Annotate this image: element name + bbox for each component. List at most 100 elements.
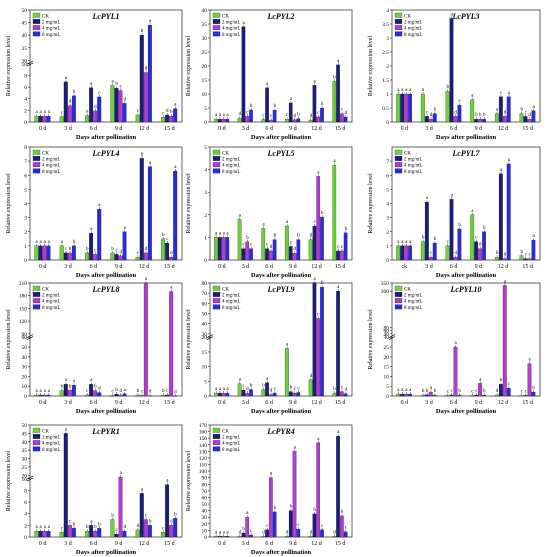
significance-letter: b [149, 519, 152, 524]
bar [457, 228, 462, 261]
y-tick-label: 8 [24, 488, 27, 494]
bar [296, 528, 301, 538]
y-tick-label: 30 [22, 457, 28, 463]
legend-swatch [212, 440, 221, 446]
bar [272, 392, 277, 397]
bar [122, 393, 127, 397]
significance-letter: c [317, 313, 320, 318]
significance-letter: a [479, 377, 482, 382]
bar [296, 392, 301, 397]
legend-swatch [394, 298, 403, 304]
bar [265, 248, 269, 261]
legend-swatch [32, 440, 41, 446]
significance-letter: b [94, 385, 97, 390]
significance-letter: a [262, 222, 265, 227]
bar [143, 282, 148, 397]
x-tick-label: 12 d [498, 264, 509, 270]
y-tick-label: 70 [202, 489, 208, 495]
significance-letter: b [250, 384, 253, 389]
bar [269, 394, 273, 397]
bar [122, 531, 127, 538]
significance-letter: d [454, 251, 457, 256]
legend-label: 2 mg/mL [42, 436, 60, 441]
bar [519, 255, 524, 261]
bar [396, 245, 401, 261]
bar [312, 85, 317, 123]
significance-letter: b [69, 247, 72, 252]
bar [165, 484, 170, 538]
x-tick-label: 15 d [164, 264, 175, 270]
y-tick-label: 5 [204, 379, 207, 385]
bar [225, 237, 230, 261]
bar [122, 231, 127, 261]
significance-letter: a [48, 525, 51, 530]
bar [506, 388, 511, 397]
significance-letter: b [500, 378, 503, 383]
significance-letter: d [149, 390, 152, 395]
axis-break-mark [206, 334, 214, 338]
significance-letter: c [98, 91, 101, 96]
y-tick-label: 2.5 [382, 50, 389, 56]
significance-letter: b [345, 227, 348, 232]
bar [404, 93, 409, 123]
y-tick-label: 0 [24, 535, 27, 541]
legend-swatch [32, 446, 41, 452]
bar [46, 531, 51, 538]
significance-letter: a [471, 94, 474, 99]
significance-letter: d [270, 389, 273, 394]
bar [249, 248, 253, 261]
significance-letter: c [266, 524, 269, 529]
legend-swatch [212, 162, 221, 168]
x-tick-label: 0 d [401, 400, 409, 406]
bar [449, 18, 454, 123]
bar [38, 245, 43, 261]
bar [523, 258, 528, 261]
bar [59, 116, 64, 123]
x-axis-label: Days after pollination [76, 549, 137, 556]
legend-swatch [32, 434, 41, 439]
significance-letter: c [86, 389, 89, 394]
bar [139, 35, 144, 123]
bar [147, 525, 152, 538]
x-tick-label: 15 d [335, 400, 346, 406]
significance-letter: c [500, 91, 503, 96]
axis-break-mark [26, 475, 34, 480]
bar [42, 394, 47, 397]
bar [85, 252, 90, 261]
bar [71, 385, 76, 397]
bar [428, 391, 433, 397]
significance-letter: d [333, 530, 336, 535]
x-tick-label: 12 d [498, 126, 509, 132]
bar [316, 116, 321, 123]
significance-letter: b [483, 389, 486, 394]
significance-letter: c [137, 251, 140, 256]
bar [89, 233, 94, 261]
significance-letter: a [219, 530, 222, 535]
legend-swatch [212, 427, 221, 433]
significance-letter: a [174, 103, 177, 108]
significance-letter: d [137, 524, 140, 529]
bar [336, 250, 340, 261]
significance-letter: a [215, 231, 218, 236]
bar [38, 116, 43, 123]
bar [143, 72, 148, 123]
significance-letter: b [290, 386, 293, 391]
significance-letter: c [266, 243, 269, 248]
significance-letter: c [274, 387, 277, 392]
legend-swatch [32, 298, 41, 304]
significance-letter: e [86, 110, 89, 115]
bar [261, 389, 266, 397]
significance-letter: a [226, 530, 229, 535]
x-tick-label: 0 d [39, 541, 47, 547]
bar [169, 116, 174, 123]
x-tick-label: 12 d [139, 541, 150, 547]
chart-title: LcPYL3 [451, 12, 479, 21]
bar [474, 119, 479, 123]
y-tick-label: 45 [22, 21, 28, 27]
legend-label: 8 mg/mL [404, 170, 422, 175]
y-tick-label: 2 [24, 230, 27, 236]
y-tick-label: 210 [19, 281, 28, 287]
significance-letter: a [532, 234, 535, 239]
y-axis-label: Relative expression level [6, 451, 12, 512]
